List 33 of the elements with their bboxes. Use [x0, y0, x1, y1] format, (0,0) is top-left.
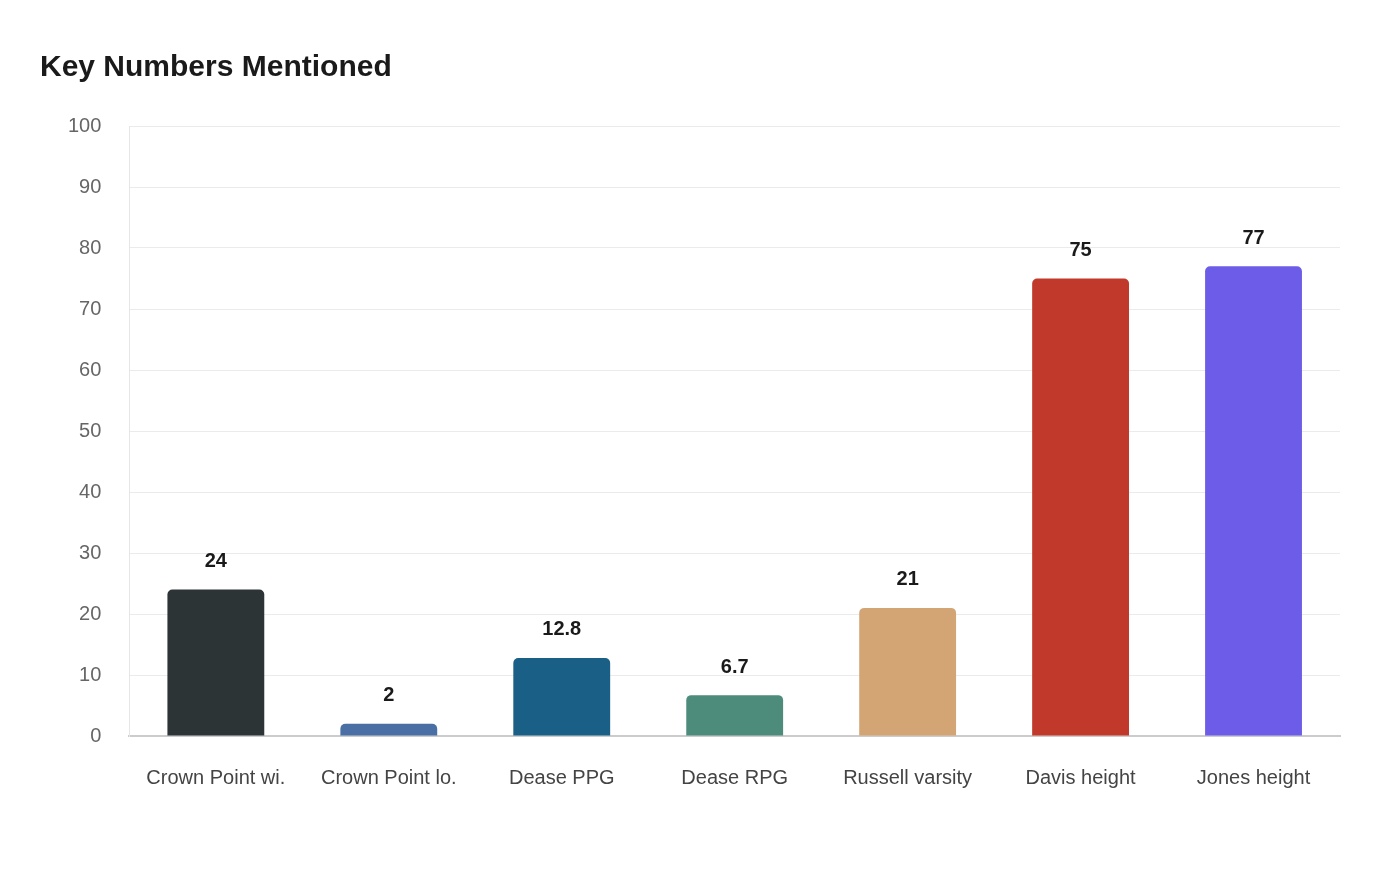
y-tick-label: 10 — [79, 662, 102, 685]
x-tick-label: Dease RPG — [681, 765, 789, 788]
data-label: 21 — [896, 567, 919, 590]
x-tick-label: Crown Point lo. — [320, 765, 457, 788]
bar — [167, 589, 265, 736]
data-label: 2 — [383, 683, 395, 706]
bar — [1205, 266, 1302, 736]
bar — [686, 695, 784, 736]
y-tick-label: 20 — [79, 601, 102, 624]
y-tick-label: 70 — [79, 296, 102, 319]
bar — [1032, 278, 1129, 736]
data-label: 12.8 — [542, 617, 582, 640]
x-tick-label: Dease PPG — [508, 765, 615, 788]
bar — [859, 607, 957, 736]
x-tick-label: Jones height — [1196, 765, 1311, 788]
bar — [513, 657, 611, 736]
y-tick-label: 90 — [79, 174, 102, 197]
y-tick-label: 30 — [79, 540, 102, 563]
data-label: 77 — [1242, 225, 1265, 248]
y-tick-label: 40 — [79, 479, 102, 502]
y-tick-label: 0 — [90, 723, 102, 746]
data-label: 24 — [204, 549, 228, 572]
x-tick-label: Russell varsity — [843, 765, 973, 788]
x-tick-label: Davis height — [1025, 765, 1137, 788]
y-tick-label: 60 — [79, 357, 102, 380]
y-tick-label: 50 — [79, 418, 102, 441]
data-label: 75 — [1069, 238, 1092, 261]
y-tick-label: 80 — [79, 235, 102, 258]
data-label: 6.7 — [720, 654, 749, 677]
y-tick-label: 100 — [67, 113, 102, 136]
chart-title: Key Numbers Mentioned — [40, 49, 392, 83]
bar — [340, 723, 438, 736]
x-tick-label: Crown Point wi. — [146, 765, 286, 788]
